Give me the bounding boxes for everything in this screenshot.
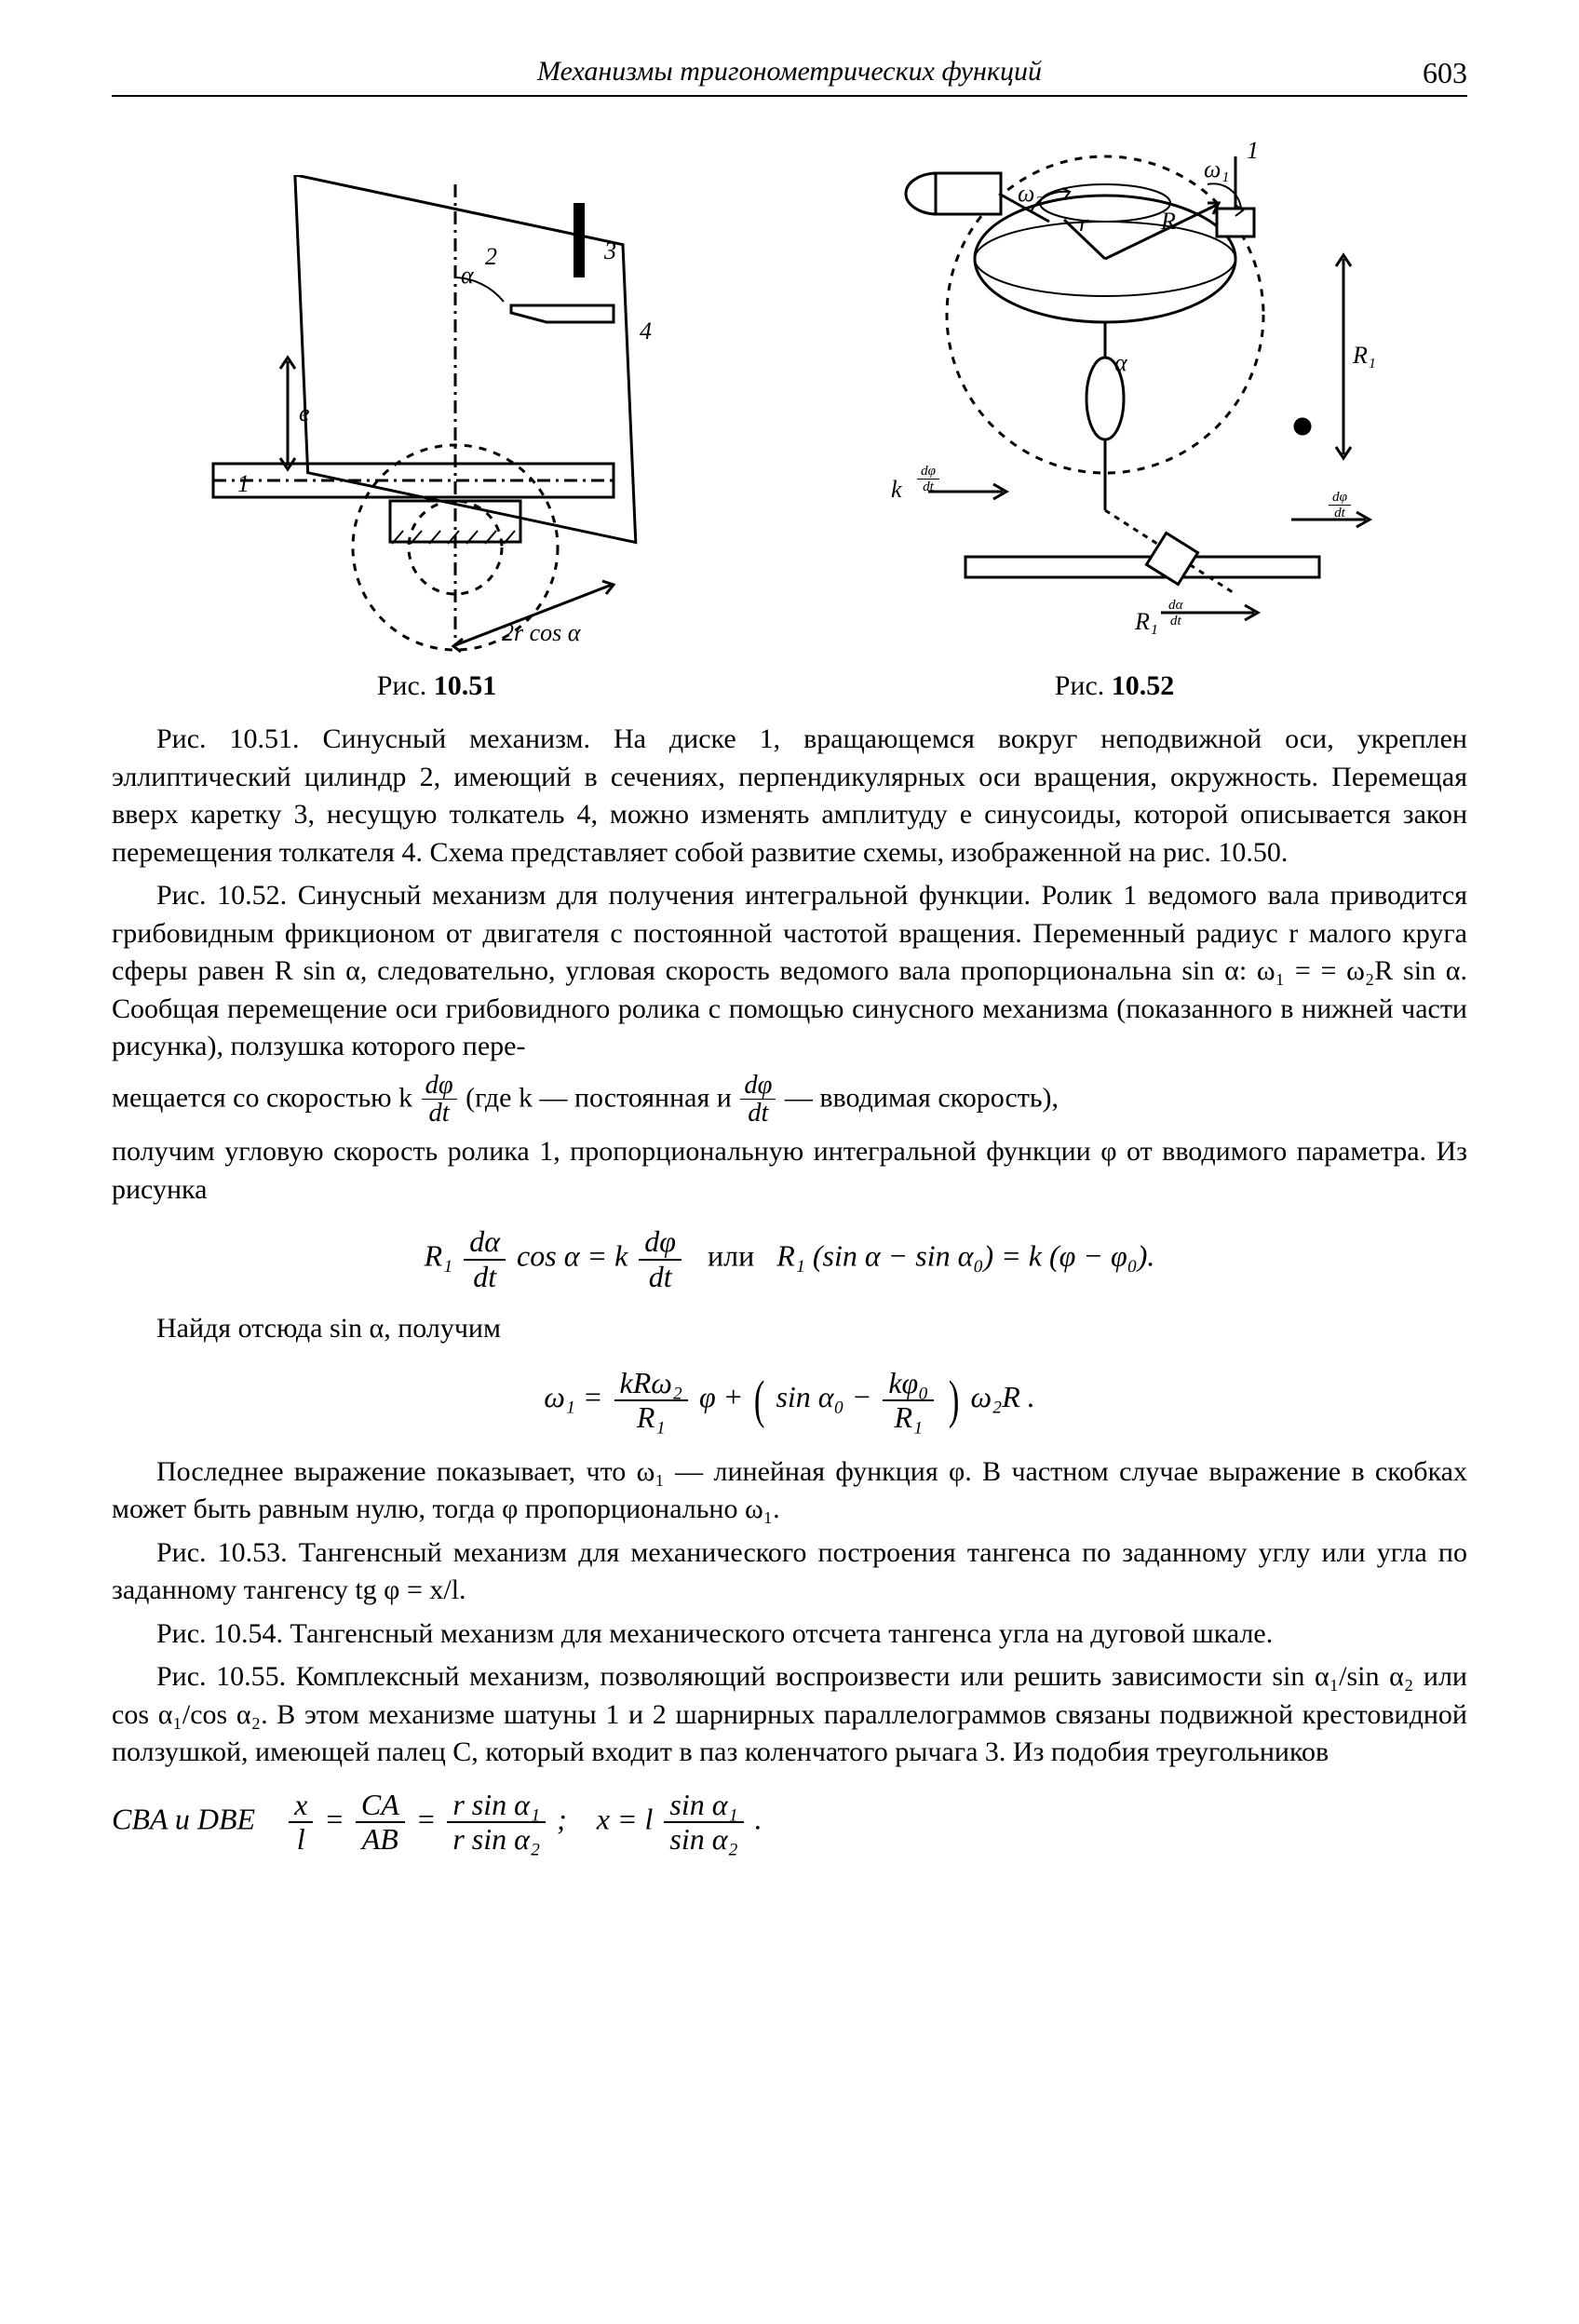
svg-text:k: k (891, 476, 902, 503)
svg-text:3: 3 (603, 237, 616, 264)
caption-10-51-text: Рис. 10.51. Синусный механизм. На диске … (112, 721, 1467, 872)
eq1-R1: R₁ (425, 1239, 453, 1273)
svg-text:2r cos α: 2r cos α (502, 619, 582, 646)
eq1-frac1: dα dt (464, 1225, 506, 1292)
page-number: 603 (1423, 56, 1467, 90)
fig52-cap-number: 10.52 (1112, 670, 1175, 701)
eq3-dot: . (755, 1803, 763, 1836)
running-head: Механизмы тригонометрических функций 603 (112, 56, 1467, 97)
svg-text:ω₂: ω₂ (1018, 180, 1043, 207)
eq2-frac2: kφ₀ R₁ (883, 1367, 934, 1434)
fig51-cap-prefix: Рис. (377, 670, 427, 701)
figure-10-51-svg: 1 2 3 4 α e 2r cos α (176, 175, 697, 659)
running-title: Механизмы тригонометрических функций (537, 56, 1042, 88)
svg-text:α: α (1114, 349, 1128, 376)
eq3-eq2: = (416, 1803, 437, 1836)
equation-2: ω₁ = kRω₂ R₁ φ + ( sin α₀ − kφ₀ R₁ ) ω₂R… (112, 1364, 1467, 1437)
svg-text:2: 2 (485, 243, 497, 270)
svg-text:ω₁: ω₁ (1204, 155, 1229, 182)
figure-10-51-caption: Рис. 10.51 (377, 670, 497, 702)
caption-10-52-text-2: мещается со скоростью k dφ dt (где k — п… (112, 1072, 1467, 1128)
svg-text:R₁: R₁ (1352, 342, 1376, 369)
after-eq1: Найдя отсюда sin α, получим (112, 1310, 1467, 1348)
eq3-f-c: r sin α₁ r sin α₂ (447, 1789, 546, 1856)
svg-text:e: e (299, 399, 310, 426)
eq2-in-a: sin α₀ − (776, 1380, 871, 1413)
eq3-prefix: CBA и DBE (112, 1803, 255, 1836)
c52p2c: — вводимая скорость), (785, 1082, 1059, 1113)
eq1-cos: cos α = k (517, 1239, 628, 1273)
caption-10-52-text-3: получим угловую скорость ролика 1, пропо… (112, 1133, 1467, 1209)
eq1-rhs: R₁ (sin α − sin α₀) = k (φ − φ₀). (776, 1239, 1154, 1273)
eq3-f-d: sin α₁ sin α₂ (664, 1789, 743, 1856)
frac-dphi-dt-2: dφ dt (740, 1072, 776, 1128)
eq2-mid1: φ + (699, 1380, 743, 1413)
fig51-cap-number: 10.51 (434, 670, 497, 701)
svg-text:α: α (461, 262, 475, 289)
fig52-cap-prefix: Рис. (1055, 670, 1105, 701)
caption-10-55-text: Рис. 10.55. Комплексный механизм, позвол… (112, 1658, 1467, 1772)
eq3-f-b: CA AB (356, 1789, 405, 1856)
svg-text:R₁: R₁ (1134, 608, 1158, 635)
eq2-tail: ω₂R . (971, 1380, 1035, 1413)
c52p2a: мещается со скоростью k (112, 1082, 412, 1113)
eq3-semi: ; (557, 1803, 567, 1836)
equation-3: CBA и DBE x l = CA AB = r sin α₁ r sin α… (112, 1789, 1467, 1856)
eq3-eq1: = (324, 1803, 344, 1836)
figure-10-52-caption: Рис. 10.52 (1055, 670, 1175, 702)
eq2-frac1: kRω₂ R₁ (614, 1367, 688, 1434)
svg-text:R: R (1160, 208, 1176, 235)
c52p2b: (где k — постоянная и (466, 1082, 732, 1113)
caption-10-53-text: Рис. 10.53. Тангенсный механизм для меха… (112, 1534, 1467, 1610)
figure-10-52: 1 ω₁ ω₂ R r R₁ k dφ dt dφ (826, 119, 1403, 702)
svg-text:1: 1 (237, 470, 250, 497)
eq3-x: x = l (597, 1803, 654, 1836)
body-text: Рис. 10.51. Синусный механизм. На диске … (112, 721, 1467, 1856)
caption-10-52-text-1: Рис. 10.52. Синусный механизм для получе… (112, 877, 1467, 1066)
eq3-f-a: x l (289, 1789, 313, 1856)
figures-row: 1 2 3 4 α e 2r cos α Рис. 10.51 (112, 119, 1467, 702)
frac-dphi-dt-1: dφ dt (422, 1072, 457, 1128)
equation-1: R₁ dα dt cos α = k dφ dt или R₁ (sin α −… (112, 1225, 1467, 1292)
eq2-lhs: ω₁ = (544, 1380, 602, 1413)
after-eq2: Последнее выражение показывает, что ω₁ —… (112, 1453, 1467, 1529)
figure-10-52-svg: 1 ω₁ ω₂ R r R₁ k dφ dt dφ (826, 119, 1403, 659)
svg-text:4: 4 (640, 318, 652, 345)
svg-text:r: r (1079, 209, 1089, 236)
figure-10-51: 1 2 3 4 α e 2r cos α Рис. 10.51 (176, 175, 697, 702)
eq1-frac2: dφ dt (639, 1225, 682, 1292)
svg-text:1: 1 (1247, 137, 1259, 164)
eq1-or: или (708, 1239, 754, 1273)
caption-10-54-text: Рис. 10.54. Тангенсный механизм для меха… (112, 1615, 1467, 1654)
